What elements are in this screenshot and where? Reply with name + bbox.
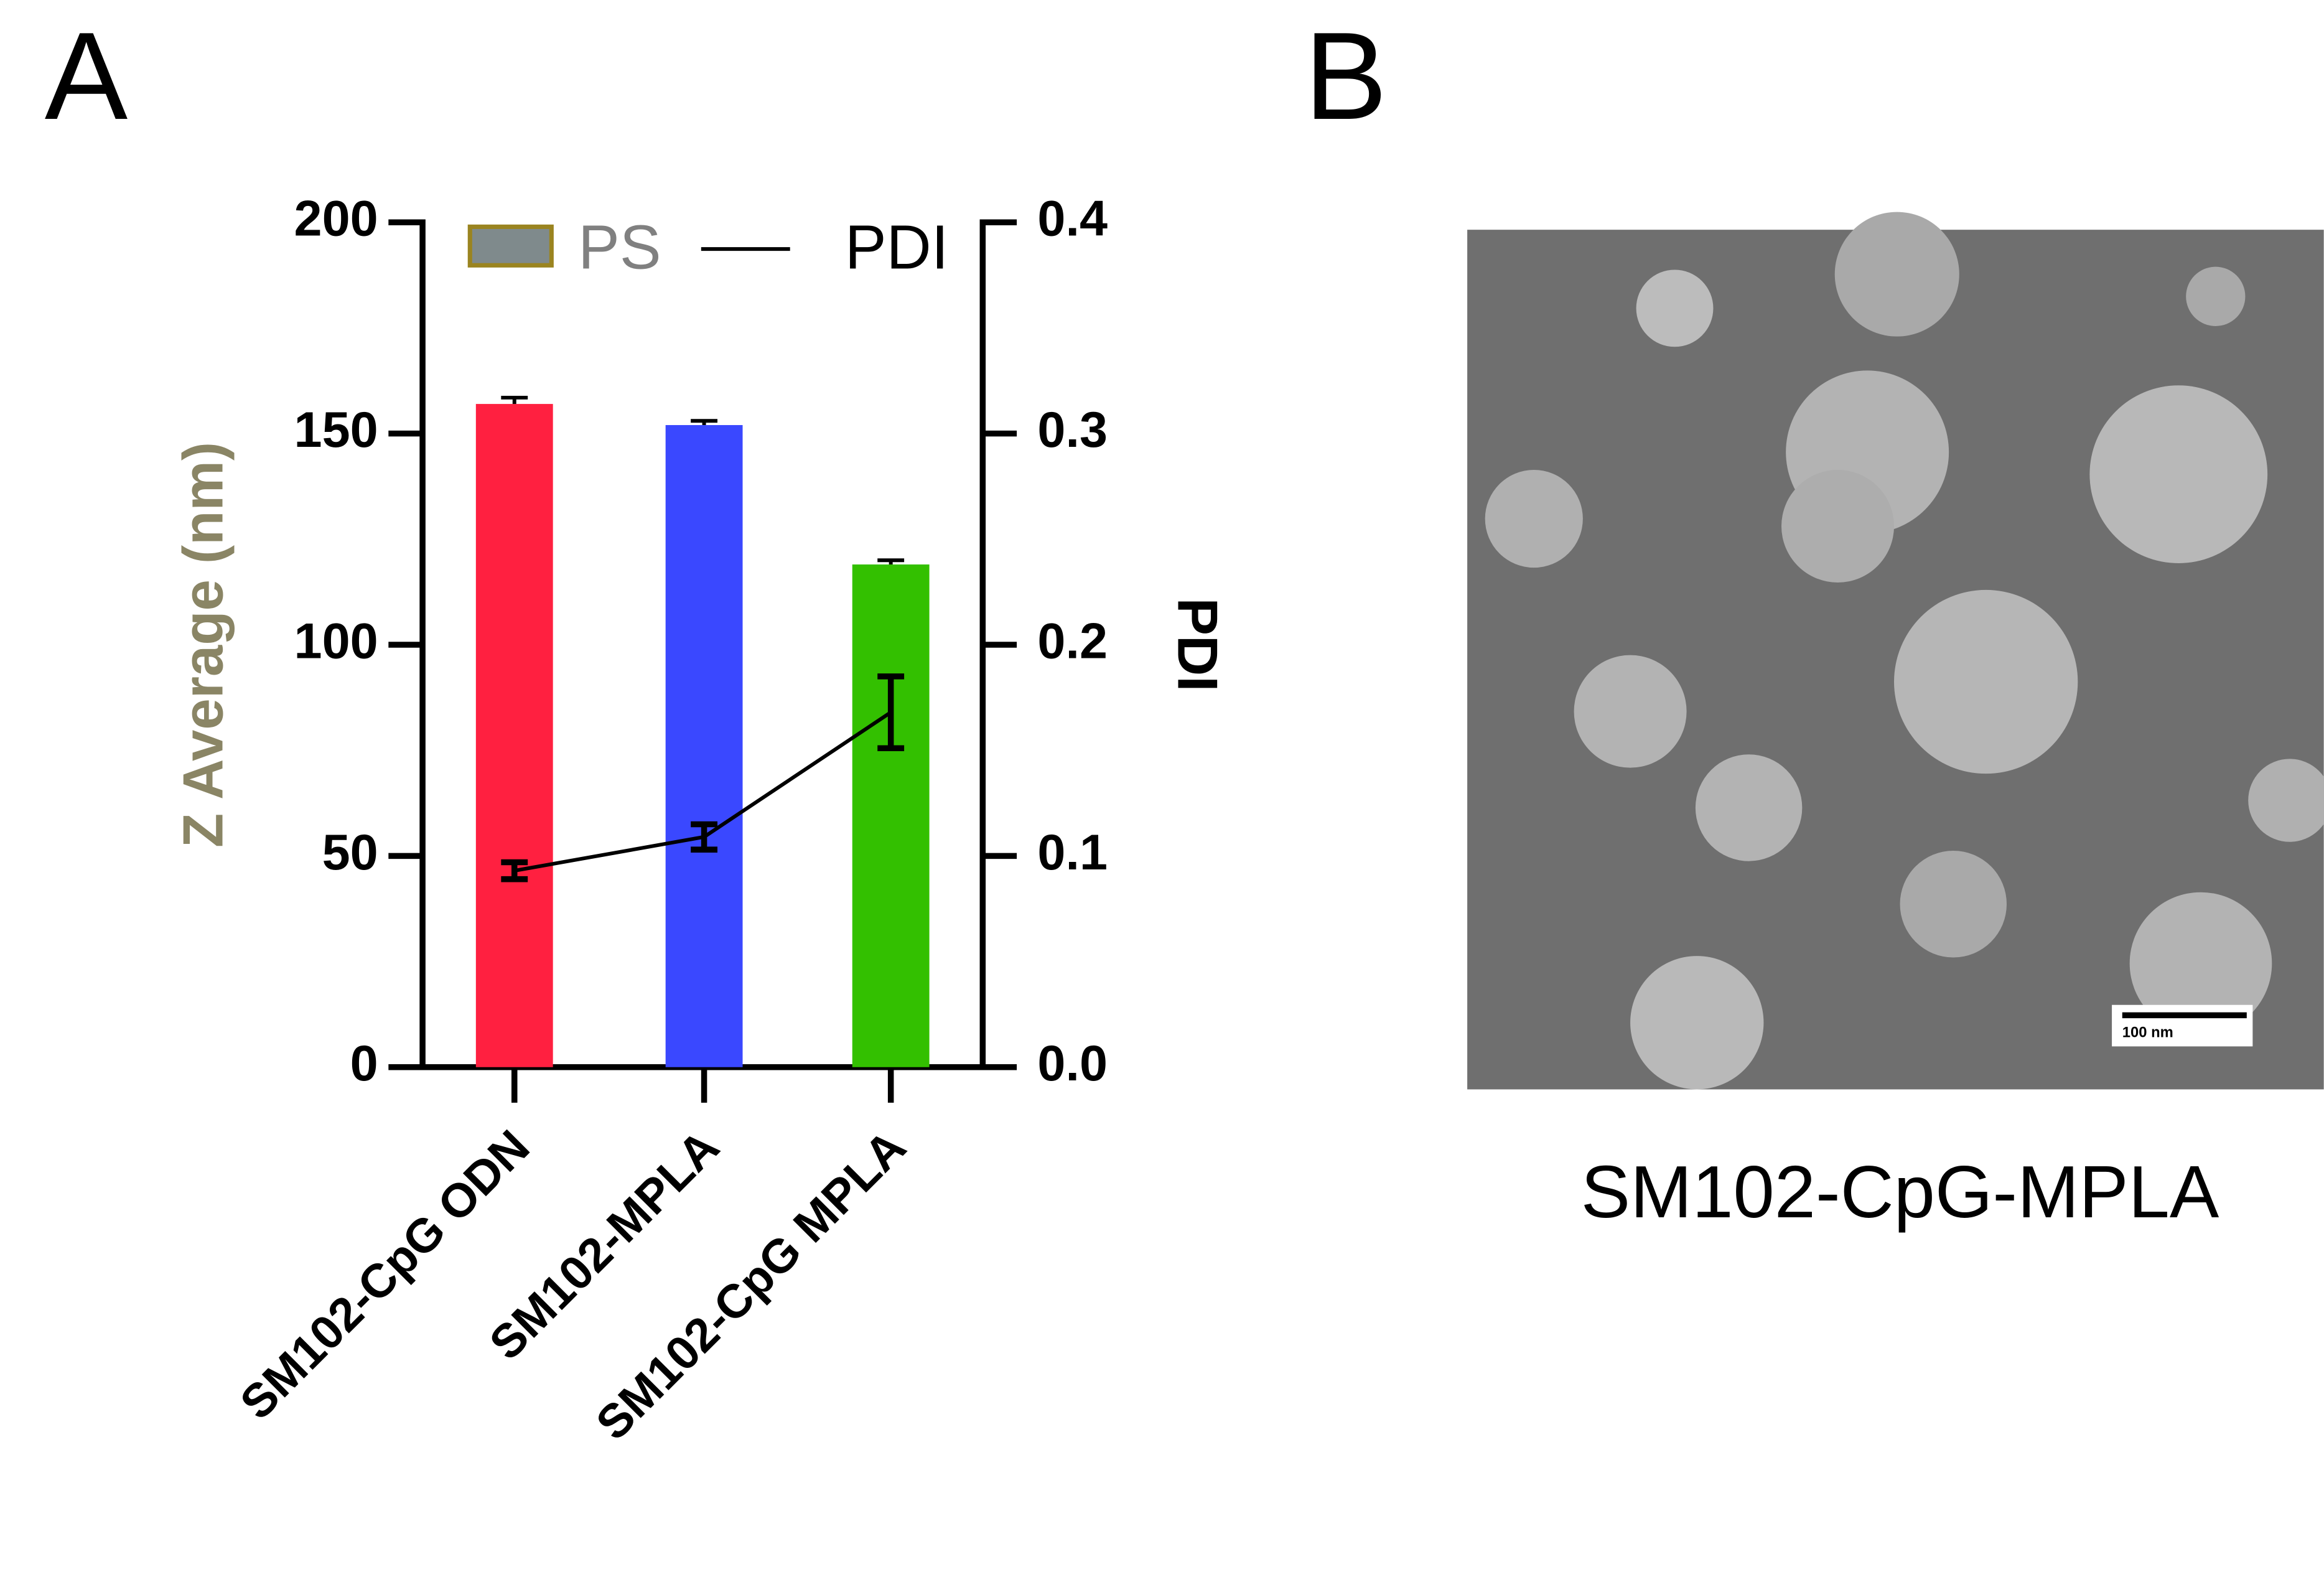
y2-tick-label: 0.3 xyxy=(1037,402,1108,458)
y-tick-label: 50 xyxy=(322,825,378,881)
y2-tick-label: 0.0 xyxy=(1037,1036,1108,1092)
error-bar xyxy=(501,859,528,882)
panel-label: A xyxy=(45,7,128,146)
y2-tick-label: 0.4 xyxy=(1037,191,1108,247)
bar xyxy=(852,564,930,1067)
y-tick-label: 150 xyxy=(294,402,378,458)
tem-image xyxy=(1467,212,2324,1090)
y-axis-label: Z Average (nm) xyxy=(172,442,235,848)
bar xyxy=(475,404,553,1067)
x-tick-label: SM102-CpG ODN xyxy=(230,1120,539,1430)
y2-tick-label: 0.1 xyxy=(1037,825,1108,881)
bar xyxy=(665,425,743,1067)
x-tick-label: SM102-CpG MPLA xyxy=(586,1120,916,1450)
error-bar xyxy=(691,821,718,853)
y-tick-label: 100 xyxy=(294,613,378,669)
y2-tick-label: 0.2 xyxy=(1037,613,1108,669)
error-bar xyxy=(691,419,718,426)
scale-bar-label: 100 nm xyxy=(2122,1024,2173,1041)
legend-label: PS xyxy=(578,212,661,282)
y-tick-label: 0 xyxy=(350,1036,378,1092)
y-tick-label: 200 xyxy=(294,191,378,247)
y2-axis-label: PDI xyxy=(1166,598,1229,692)
panel-label: B xyxy=(1304,7,1387,146)
error-bar xyxy=(877,558,905,565)
image-caption: SM102-CpG-MPLA xyxy=(1581,1151,2219,1233)
legend-label: PDI xyxy=(845,212,949,282)
legend-swatch xyxy=(467,224,554,268)
error-bar xyxy=(501,395,528,405)
error-bar xyxy=(877,673,905,752)
